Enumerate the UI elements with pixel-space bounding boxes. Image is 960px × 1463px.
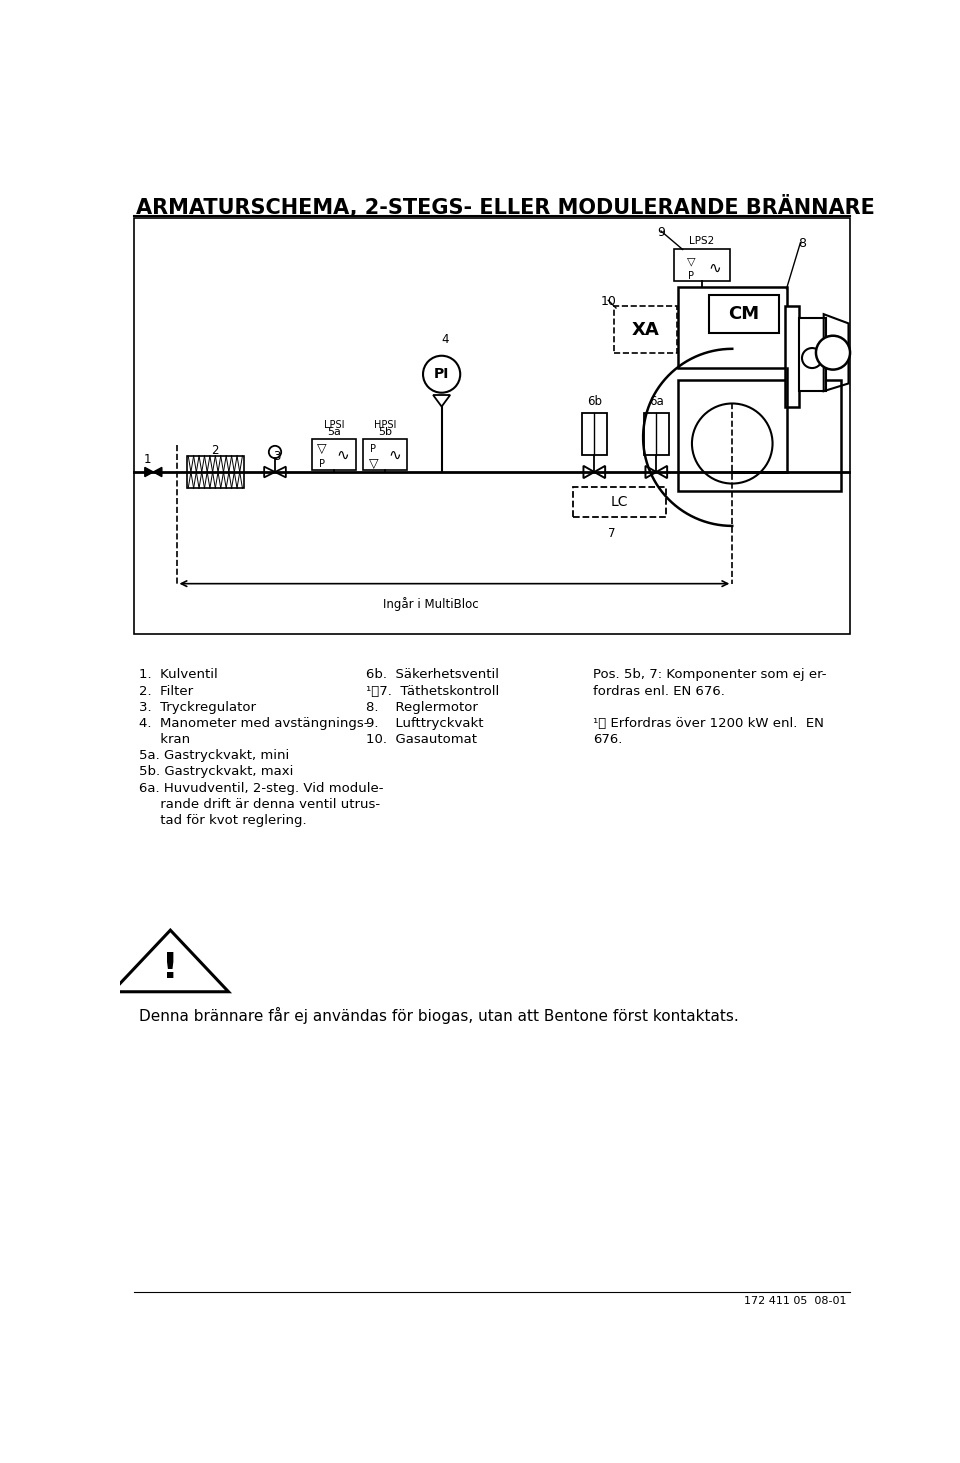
- Text: ∿: ∿: [388, 448, 400, 464]
- Text: 6a: 6a: [649, 395, 663, 408]
- Text: 6b: 6b: [587, 395, 602, 408]
- Text: P: P: [371, 443, 376, 454]
- Text: kran: kran: [139, 733, 190, 746]
- Text: !: !: [162, 951, 179, 986]
- Text: ▽: ▽: [369, 456, 378, 470]
- Text: ¹⧸7.  Täthetskontroll: ¹⧸7. Täthetskontroll: [367, 685, 500, 698]
- Bar: [674, 249, 730, 281]
- Polygon shape: [264, 467, 275, 477]
- Bar: [572, 487, 665, 516]
- Text: 2.  Filter: 2. Filter: [139, 685, 194, 698]
- Text: ▽: ▽: [687, 256, 695, 266]
- Bar: [582, 413, 607, 455]
- Bar: [709, 296, 779, 334]
- Text: 4: 4: [442, 334, 449, 347]
- Text: ARMATURSCHEMA, 2-STEGS- ELLER MODULERANDE BRÄNNARE: ARMATURSCHEMA, 2-STEGS- ELLER MODULERAND…: [135, 195, 875, 218]
- Text: 676.: 676.: [592, 733, 622, 746]
- Bar: [678, 287, 786, 369]
- Bar: [186, 456, 244, 489]
- Polygon shape: [275, 467, 286, 477]
- Text: LPSI: LPSI: [324, 420, 344, 430]
- Circle shape: [423, 356, 460, 392]
- Text: Ingår i MultiBloc: Ingår i MultiBloc: [383, 597, 479, 612]
- Text: 8: 8: [798, 237, 806, 250]
- Circle shape: [269, 446, 281, 458]
- Circle shape: [816, 335, 850, 370]
- Text: fordras enl. EN 676.: fordras enl. EN 676.: [592, 685, 725, 698]
- Text: HPSI: HPSI: [373, 420, 396, 430]
- Text: 3.  Tryckregulator: 3. Tryckregulator: [139, 701, 256, 714]
- Polygon shape: [433, 395, 450, 407]
- Text: 1.  Kulventil: 1. Kulventil: [139, 669, 218, 682]
- Polygon shape: [594, 465, 605, 478]
- Polygon shape: [145, 467, 154, 477]
- Bar: [644, 413, 669, 455]
- Text: 1: 1: [143, 452, 151, 465]
- Bar: [134, 218, 850, 633]
- Polygon shape: [112, 930, 228, 992]
- Text: XA: XA: [632, 320, 660, 338]
- Text: LPS2: LPS2: [689, 237, 714, 246]
- Text: ¹⧸ Erfordras över 1200 kW enl.  EN: ¹⧸ Erfordras över 1200 kW enl. EN: [592, 717, 824, 730]
- Text: 172 411 05  08-01: 172 411 05 08-01: [744, 1296, 847, 1306]
- Circle shape: [802, 348, 822, 369]
- Text: ∿: ∿: [708, 262, 721, 277]
- Text: LC: LC: [611, 494, 628, 509]
- Text: ∿: ∿: [337, 448, 349, 464]
- Bar: [363, 439, 407, 470]
- Bar: [799, 317, 826, 391]
- Text: 9.    Lufttryckvakt: 9. Lufttryckvakt: [367, 717, 484, 730]
- Text: 2: 2: [211, 443, 218, 456]
- Text: tad för kvot reglering.: tad för kvot reglering.: [139, 813, 307, 827]
- Text: CM: CM: [729, 306, 759, 323]
- Bar: [613, 306, 677, 353]
- Text: 5b. Gastryckvakt, maxi: 5b. Gastryckvakt, maxi: [139, 765, 294, 778]
- Text: 9: 9: [657, 225, 665, 238]
- Polygon shape: [154, 467, 162, 477]
- Text: rande drift är denna ventil utrus-: rande drift är denna ventil utrus-: [139, 797, 380, 811]
- Text: PI: PI: [434, 367, 449, 382]
- Text: Denna brännare får ej användas för biogas, utan att Bentone först kontaktats.: Denna brännare får ej användas för bioga…: [139, 1007, 739, 1024]
- Bar: [785, 306, 799, 407]
- Text: 5a: 5a: [327, 427, 341, 437]
- Text: 4.  Manometer med avstängnings-: 4. Manometer med avstängnings-: [139, 717, 369, 730]
- Text: 10.  Gasautomat: 10. Gasautomat: [367, 733, 477, 746]
- Text: 10: 10: [600, 296, 616, 307]
- Text: 6b.  Säkerhetsventil: 6b. Säkerhetsventil: [367, 669, 499, 682]
- Polygon shape: [657, 465, 667, 478]
- Text: 3: 3: [273, 451, 280, 464]
- Text: Pos. 5b, 7: Komponenter som ej er-: Pos. 5b, 7: Komponenter som ej er-: [592, 669, 827, 682]
- Text: 8.    Reglermotor: 8. Reglermotor: [367, 701, 478, 714]
- Polygon shape: [584, 465, 594, 478]
- Text: P: P: [688, 271, 694, 281]
- Bar: [678, 379, 841, 492]
- Bar: [312, 439, 355, 470]
- Polygon shape: [645, 465, 657, 478]
- Text: 6a. Huvudventil, 2-steg. Vid module-: 6a. Huvudventil, 2-steg. Vid module-: [139, 781, 384, 794]
- Circle shape: [692, 404, 773, 484]
- Text: 7: 7: [609, 527, 616, 540]
- Text: 5b: 5b: [378, 427, 392, 437]
- Text: 5a. Gastryckvakt, mini: 5a. Gastryckvakt, mini: [139, 749, 290, 762]
- Text: ▽: ▽: [318, 442, 327, 455]
- Text: P: P: [320, 458, 325, 468]
